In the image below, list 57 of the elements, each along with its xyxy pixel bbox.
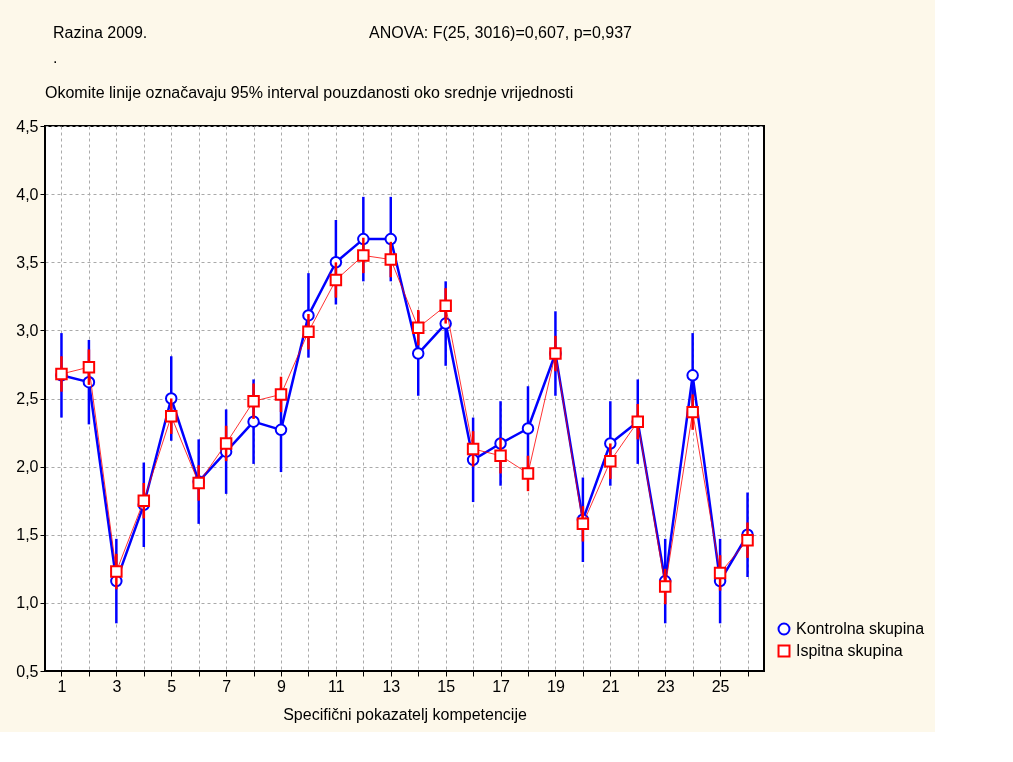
x-tick-label: 13: [382, 677, 401, 695]
point: [411, 347, 425, 360]
point: [247, 394, 260, 408]
y-tick-label: 0,5: [16, 662, 39, 680]
point: [576, 517, 590, 531]
point: [494, 449, 507, 462]
point: [137, 494, 151, 507]
y-tick-label: 2,0: [16, 458, 39, 476]
x-tick-label: 3: [112, 677, 122, 695]
x-axis-title: Specifični pokazatelj kompetencije: [283, 705, 527, 723]
y-tick-label: 4,0: [16, 185, 39, 203]
x-tick-label: 19: [547, 677, 565, 695]
text: ANOVA: F(25, 3016)=0,607, p=0,937: [369, 24, 633, 41]
point: [219, 437, 233, 450]
point: [686, 369, 699, 382]
point: [521, 422, 535, 435]
point: [604, 454, 617, 468]
point: [686, 405, 699, 419]
x-tick-label: 7: [222, 677, 232, 695]
point: [411, 321, 425, 334]
x-tick-label: 21: [601, 677, 620, 695]
point: [357, 249, 370, 262]
x-tick-label: 11: [328, 677, 345, 695]
chart-subtitle: Okomite linije označavaju 95% interval pouzdanosti oko srednje vrijednosti: [45, 84, 574, 101]
point: [439, 299, 452, 313]
y-tick-label: 3,5: [16, 253, 39, 271]
point: [247, 415, 260, 428]
y-tick-label: 4,5: [16, 117, 39, 135]
x-tick-label: 1: [57, 677, 67, 695]
y-tick-label: 1,5: [16, 526, 39, 544]
x-tick-label: 25: [711, 677, 730, 695]
point: [329, 273, 343, 287]
legend-label: Kontrolna skupina: [796, 620, 925, 637]
point: [713, 566, 727, 580]
point: [302, 325, 315, 338]
x-tick-label: 17: [492, 677, 511, 695]
point: [82, 360, 96, 374]
point: [274, 388, 288, 401]
y-tick-label: 3,0: [16, 321, 39, 339]
y-tick-label: 2,5: [16, 390, 39, 407]
x-tick-label: 9: [277, 677, 287, 695]
point: [384, 232, 398, 246]
legend-label: Ispitna skupina: [796, 642, 903, 659]
point: [110, 565, 123, 578]
x-tick-label: 15: [437, 677, 456, 695]
text: .: [53, 49, 58, 66]
point: [274, 423, 288, 437]
y-tick-label: 1,0: [16, 594, 39, 612]
point: [521, 467, 535, 480]
point: [384, 253, 398, 266]
point: [658, 580, 672, 593]
point: [466, 442, 480, 456]
x-tick-label: 23: [656, 677, 675, 695]
x-tick-label: 5: [167, 677, 177, 695]
chart-title: Razina 2009.: [53, 24, 148, 41]
point: [741, 533, 754, 547]
point: [164, 409, 178, 423]
